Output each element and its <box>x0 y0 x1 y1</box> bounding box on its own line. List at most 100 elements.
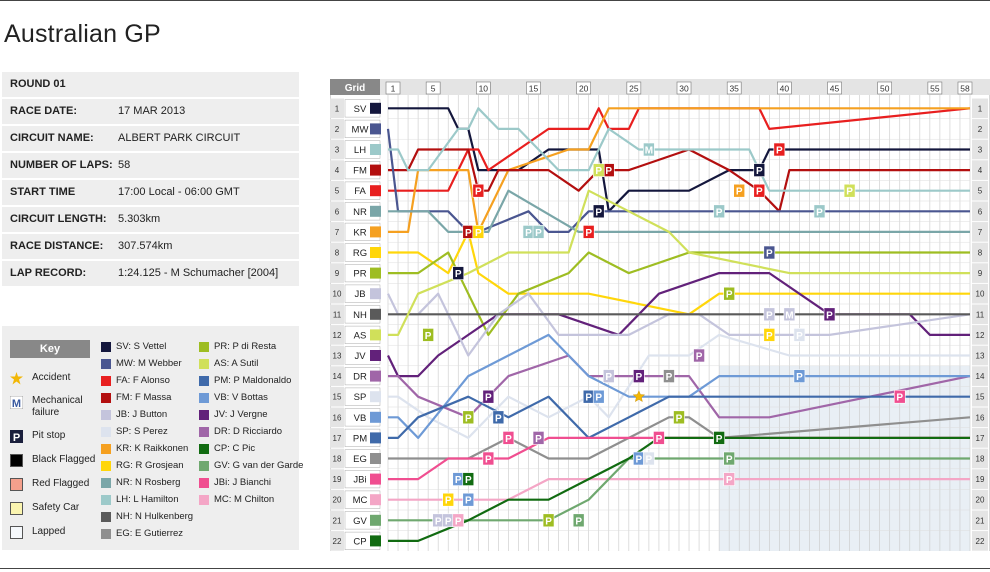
right-position-cell <box>972 242 988 263</box>
position-number: 15 <box>333 393 342 402</box>
info-row: CIRCUIT LENGTH: 5.303km <box>2 207 299 232</box>
grid-driver-code: FA <box>354 186 366 197</box>
grid-driver-swatch <box>370 267 381 279</box>
position-cell <box>330 180 344 201</box>
pit-stop-marker-label: P <box>445 516 452 527</box>
page-title: Australian GP <box>4 20 161 48</box>
info-row: RACE DATE: 17 MAR 2013 <box>2 99 299 124</box>
pit-stop-marker-label: P <box>716 434 723 445</box>
lap-tick-box <box>777 81 792 95</box>
right-position-number: 20 <box>976 496 985 505</box>
driver-legend-label: NR: N Rosberg <box>116 477 181 488</box>
mechanical-marker <box>783 307 796 322</box>
grid-driver-code: CP <box>353 536 366 547</box>
pit-stop-marker-label: P <box>465 228 472 239</box>
grid-driver-swatch <box>370 226 381 238</box>
grid-driver-code: JB <box>354 289 365 300</box>
right-position-cell <box>972 98 988 119</box>
position-cell <box>330 160 344 180</box>
driver-legend-label: MW: M Webber <box>116 358 182 369</box>
pit-stop-marker-label: P <box>636 455 643 466</box>
position-cell <box>330 345 344 366</box>
pit-stop-marker-label: P <box>545 516 552 527</box>
position-cell <box>330 407 344 428</box>
right-position-cell <box>972 531 988 551</box>
info-value: 5.303km <box>118 213 161 225</box>
driver-legend-label: PM: P Maldonaldo <box>214 375 292 386</box>
pit-stop-marker <box>452 266 465 280</box>
pit-stop-marker <box>482 389 495 404</box>
grid-driver-code: PR <box>353 269 366 280</box>
pit-stop-marker <box>452 513 465 528</box>
grid-driver-swatch <box>370 432 381 444</box>
pit-stop-marker <box>472 225 485 239</box>
driver-color-swatch <box>199 342 209 352</box>
pit-stop-marker-label: P <box>505 434 512 445</box>
grid-header-box <box>330 79 380 95</box>
driver-color-swatch <box>101 427 111 437</box>
right-position-number: 14 <box>976 372 985 381</box>
pit-stop-marker-label: P <box>796 372 803 383</box>
pit-stop-marker-label: P <box>696 352 703 363</box>
position-number: 19 <box>333 475 342 484</box>
right-position-number: 6 <box>978 207 983 216</box>
info-value: 17:00 Local - 06:00 GMT <box>118 186 240 198</box>
driver-legend-label: GV: G van der Garde <box>214 460 304 471</box>
lap-tick-box <box>526 81 541 95</box>
pit-stop-marker-label: P <box>756 166 763 177</box>
right-position-number: 3 <box>978 146 983 155</box>
driver-color-swatch <box>199 427 209 437</box>
right-position-cell <box>972 345 988 366</box>
info-label: CIRCUIT NAME: <box>10 132 94 144</box>
pit-stop-marker <box>793 369 806 383</box>
lap-tick-box <box>827 81 842 95</box>
driver-color-swatch <box>199 359 209 369</box>
lap-tick-label: 35 <box>729 84 739 94</box>
pit-stop-marker <box>502 431 515 445</box>
grid-driver-swatch <box>370 494 381 506</box>
grid-driver-swatch <box>370 102 381 114</box>
pit-stop-marker <box>592 204 605 219</box>
position-cell <box>330 325 344 345</box>
right-position-number: 22 <box>976 537 985 546</box>
pit-stop-marker-label: P <box>756 187 763 198</box>
info-label: RACE DATE: <box>10 105 78 117</box>
pit-stop-marker-label: P <box>595 393 602 404</box>
lap-tick-label: 15 <box>529 84 539 94</box>
grid-driver-code: LH <box>354 145 366 156</box>
position-cell <box>330 489 344 510</box>
pit-stop-marker <box>462 472 475 486</box>
driver-color-swatch <box>101 376 111 386</box>
pit-stop-marker <box>723 472 735 486</box>
driver-legend-label: CP: C Pic <box>214 443 256 454</box>
position-number: 21 <box>333 516 342 525</box>
driver-color-swatch <box>101 512 111 522</box>
pit-stop-marker <box>693 348 705 363</box>
position-number: 20 <box>333 496 342 505</box>
pit-stop-marker-label: P <box>445 496 452 507</box>
driver-legend-label: KR: K Raikkonen <box>116 443 189 454</box>
series-line-cp <box>388 436 970 542</box>
grid-header-label: Grid <box>345 83 366 94</box>
key-item-label: Lapped <box>32 526 66 537</box>
pit-stop-marker-label: P <box>425 331 432 342</box>
pit-stop-marker-label: P <box>475 228 482 239</box>
position-number: 4 <box>335 166 340 175</box>
top-rule <box>0 0 990 1</box>
driver-legend-label: SV: S Vettel <box>116 341 167 352</box>
red-flag-icon <box>10 478 23 491</box>
pit-stop-marker-label: P <box>465 475 472 486</box>
series-line-kr <box>388 107 970 233</box>
pit-stop-marker <box>442 492 455 507</box>
pit-stop-marker-label: P <box>656 434 663 445</box>
grid-driver-code: GV <box>353 516 367 527</box>
grid-driver-code: DR <box>353 372 367 383</box>
right-position-cell <box>972 428 988 448</box>
grid-driver-swatch <box>370 288 381 300</box>
pit-stop-marker <box>733 183 746 198</box>
pit-stop-marker-label: P <box>465 496 472 507</box>
pit-stop-marker <box>492 410 505 425</box>
mechanical-marker-label: M <box>785 310 793 321</box>
pit-stop-marker-label: P <box>766 249 773 260</box>
pit-stop-marker-label: P <box>846 187 853 198</box>
